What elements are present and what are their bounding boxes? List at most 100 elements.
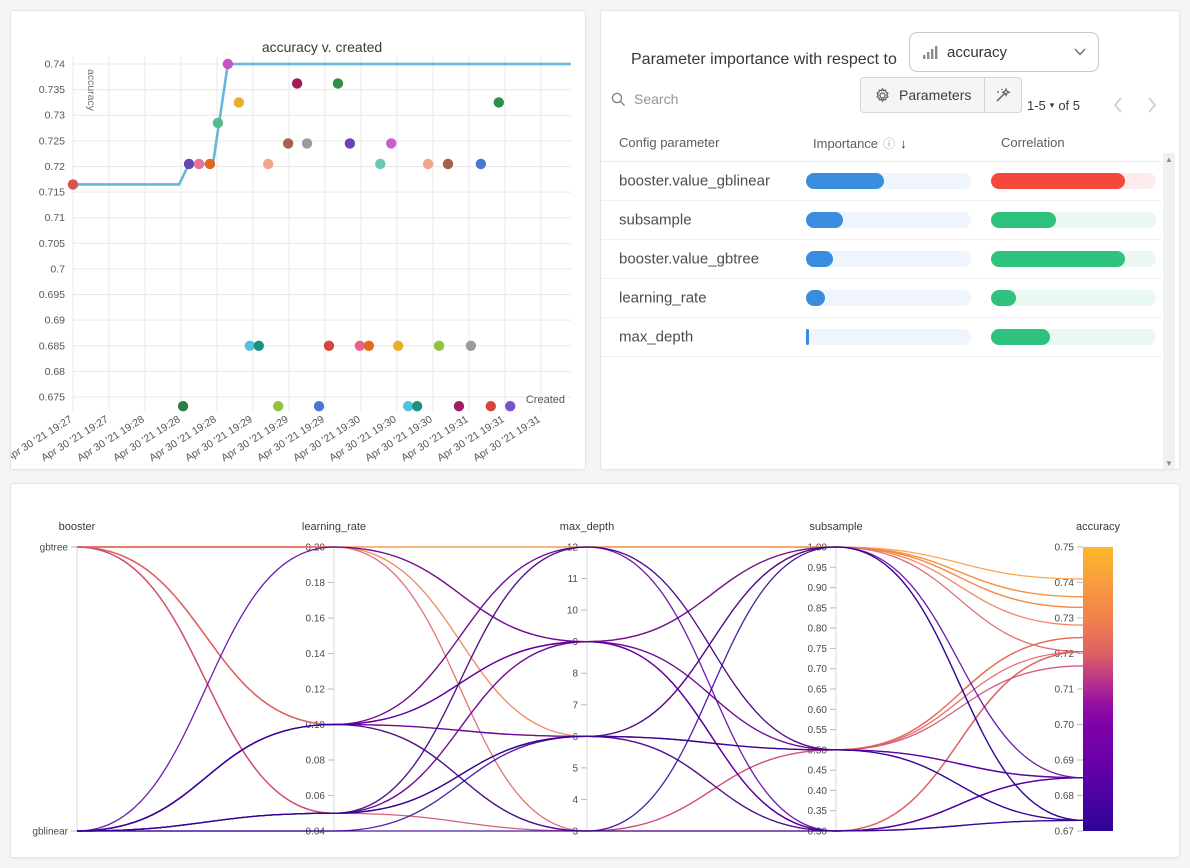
run-point[interactable]: [375, 158, 386, 170]
run-line[interactable]: [76, 735, 1084, 832]
run-line[interactable]: [77, 546, 1084, 580]
run-point[interactable]: [244, 340, 255, 351]
column-importance[interactable]: Importance: [813, 136, 879, 151]
run-line[interactable]: [76, 546, 1084, 832]
run-point[interactable]: [411, 401, 423, 412]
table-row[interactable]: booster.value_gbtree: [601, 240, 1161, 279]
run-point[interactable]: [323, 340, 335, 351]
run-line[interactable]: [77, 546, 1084, 832]
sort-desc-icon[interactable]: ↓: [900, 136, 907, 151]
config-parameter-name: subsample: [619, 211, 692, 229]
run-point[interactable]: [392, 340, 404, 351]
axis-tick-label: 0.80: [808, 624, 828, 635]
table-row[interactable]: max_depth: [601, 318, 1161, 357]
run-line[interactable]: [76, 735, 1084, 832]
run-point[interactable]: [442, 158, 454, 170]
run-point[interactable]: [354, 340, 366, 351]
parameters-button[interactable]: Parameters: [861, 78, 984, 112]
table-row[interactable]: booster.value_gblinear: [601, 162, 1161, 201]
run-point[interactable]: [386, 138, 397, 149]
parallel-axes: booster gbtree gblinear learning_rate 0.20 0.…: [32, 521, 1120, 838]
run-line[interactable]: [76, 546, 1084, 832]
run-point[interactable]: [233, 97, 245, 108]
scroll-down-icon[interactable]: ▼: [1165, 459, 1173, 468]
run-point[interactable]: [282, 138, 294, 149]
axis-tick-label: 0.67: [1055, 827, 1075, 838]
y-tick-label: 0.68: [45, 366, 66, 378]
run-point[interactable]: [183, 158, 195, 170]
run-point[interactable]: [301, 138, 313, 149]
axis-title: accuracy: [1076, 521, 1121, 533]
run-point[interactable]: [433, 340, 445, 351]
run-line[interactable]: [76, 546, 1084, 726]
run-line[interactable]: [76, 546, 1084, 832]
run-point[interactable]: [313, 401, 325, 412]
search-input[interactable]: [634, 91, 784, 107]
metric-selector-dropdown[interactable]: accuracy: [909, 32, 1099, 72]
axis-tick-label: 0.68: [1055, 791, 1075, 802]
run-line[interactable]: [76, 546, 1084, 832]
info-icon[interactable]: ⓘ: [883, 137, 896, 151]
run-line[interactable]: [76, 546, 1084, 814]
run-line[interactable]: [76, 546, 1084, 832]
run-point[interactable]: [272, 401, 284, 412]
run-point[interactable]: [67, 179, 79, 190]
axis-tick-label: 0.08: [306, 756, 326, 767]
run-line[interactable]: [76, 546, 1084, 832]
run-point[interactable]: [505, 401, 516, 412]
run-point[interactable]: [402, 401, 414, 412]
axis-title: max_depth: [560, 521, 614, 533]
axis-tick-label: gblinear: [32, 827, 68, 838]
run-line[interactable]: [76, 546, 1084, 832]
run-point[interactable]: [465, 340, 477, 351]
table-row[interactable]: learning_rate: [601, 279, 1161, 318]
run-line[interactable]: [76, 546, 1084, 832]
table-scrollbar[interactable]: ▲ ▼: [1163, 153, 1175, 469]
axis-tick-label: 8: [572, 669, 578, 680]
run-point[interactable]: [263, 158, 274, 170]
run-point[interactable]: [212, 117, 224, 129]
prev-page-icon[interactable]: [1113, 97, 1123, 113]
y-tick-label: 0.715: [39, 187, 65, 199]
table-row[interactable]: subsample: [601, 201, 1161, 240]
axis-tick-label: 0.65: [808, 685, 828, 696]
scatter-chart-title: accuracy v. created: [261, 39, 383, 55]
run-point[interactable]: [422, 158, 434, 170]
run-line[interactable]: [77, 546, 1084, 598]
run-point[interactable]: [344, 138, 356, 149]
axis-tick-label: 5: [572, 763, 578, 774]
parameter-importance-panel: Parameter importance with respect to acc…: [600, 10, 1180, 470]
run-point[interactable]: [485, 401, 497, 412]
axis-tick-label: 0.40: [808, 786, 828, 797]
run-line[interactable]: [76, 723, 1084, 832]
scroll-up-icon[interactable]: ▲: [1165, 155, 1173, 164]
search-box[interactable]: [611, 91, 784, 107]
run-point[interactable]: [204, 158, 216, 170]
run-line[interactable]: [76, 546, 1084, 832]
run-line[interactable]: [76, 546, 1084, 832]
column-config-parameter[interactable]: Config parameter: [619, 135, 720, 150]
scatter-chart[interactable]: 0.74 0.735 0.73 0.725 0.72 0.715 0.71 0.705 0.7 0…: [11, 11, 586, 470]
pagination-control[interactable]: 1-5 ▾ of 5: [1027, 98, 1080, 113]
axis-tick-label: 0.70: [1055, 720, 1075, 731]
axis-tick-label: 0.85: [808, 603, 828, 614]
run-point[interactable]: [222, 58, 234, 70]
run-point[interactable]: [291, 78, 303, 89]
run-point[interactable]: [253, 340, 264, 351]
run-point[interactable]: [177, 401, 189, 412]
run-point[interactable]: [363, 340, 375, 351]
run-point[interactable]: [475, 158, 487, 170]
run-point[interactable]: [453, 401, 465, 412]
axis-tick-label: 0.60: [808, 705, 828, 716]
axis-tick-label: 4: [572, 795, 578, 806]
axis-title: booster: [59, 521, 96, 533]
importance-bar: [806, 173, 971, 189]
parallel-coordinates-chart[interactable]: booster gbtree gblinear learning_rate 0.20 0.…: [11, 484, 1180, 858]
column-correlation[interactable]: Correlation: [1001, 135, 1065, 150]
run-point[interactable]: [493, 97, 504, 108]
magic-wand-button[interactable]: [984, 78, 1021, 112]
run-point[interactable]: [332, 78, 344, 89]
run-point[interactable]: [193, 158, 205, 170]
scatter-grid: [72, 56, 571, 411]
next-page-icon[interactable]: [1147, 97, 1157, 113]
